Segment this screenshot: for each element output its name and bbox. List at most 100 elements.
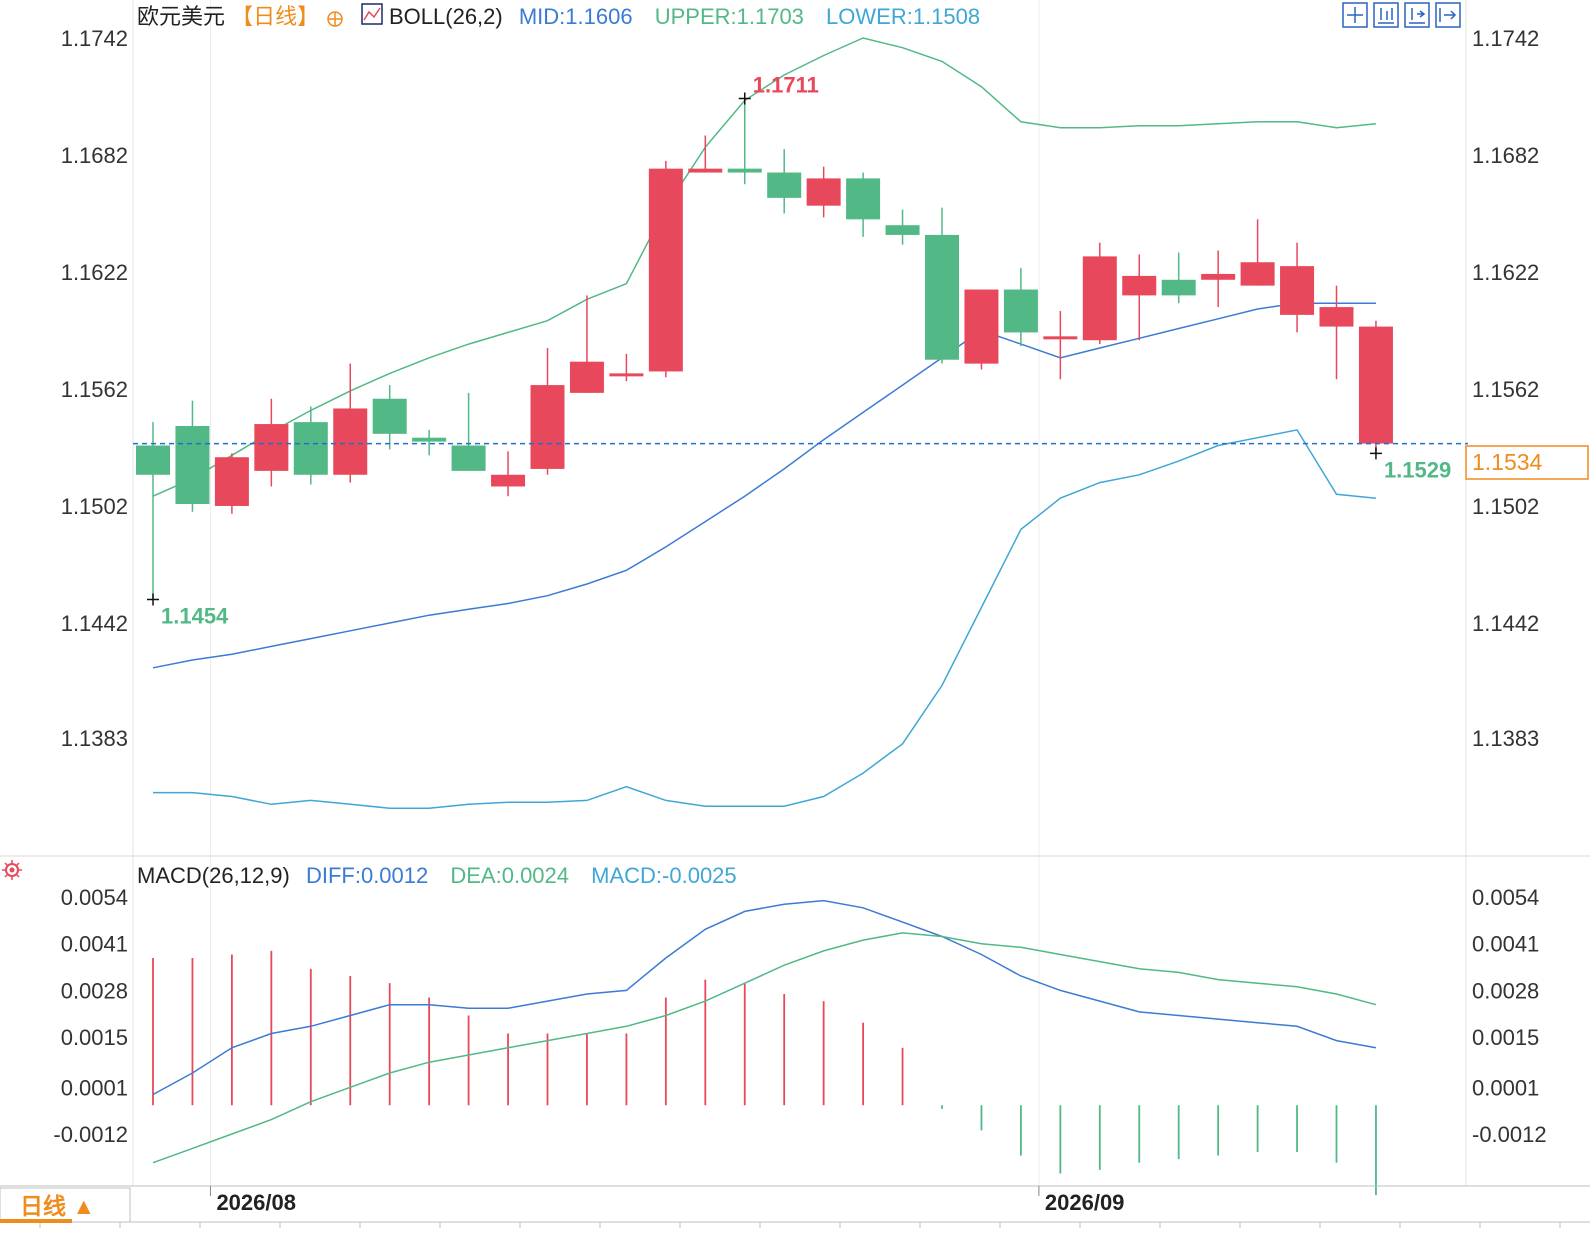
candle [372,385,407,450]
crosshair-icon[interactable] [1342,2,1368,28]
period-button-label: 日线 ▲ [20,1193,95,1219]
period-tag: 【日线】 [231,4,319,29]
chart-toolbar [1342,2,1461,28]
candle [688,135,723,173]
current-price-tag: 1.1534 [1465,445,1589,480]
price-plot[interactable] [133,37,1468,809]
candle [1082,242,1117,345]
macd-diff-line [152,899,1377,1096]
candle [1280,242,1315,333]
candle [806,166,841,218]
period-button[interactable]: 日线 ▲ [0,1187,131,1223]
boll-lower-value: LOWER:1.1508 [826,4,980,29]
candle [727,98,762,185]
price-tick-left: 1.1383 [61,726,128,751]
last-marker: 1.1529 [1369,447,1451,482]
low-marker: 1.1454 [147,593,229,629]
candle [136,422,170,600]
boll-lower-line [153,429,1377,809]
macd-histogram [152,950,1377,1196]
macd-settings-icon[interactable] [2,860,22,880]
macd-tick-right: 0.0028 [1472,978,1539,1003]
boll-mid-value: MID:1.1606 [519,4,633,29]
macd-dea-line [152,932,1377,1164]
candle [1240,219,1275,286]
grid [132,0,1467,1186]
price-tick-left: 1.1622 [61,260,128,285]
candle [1161,252,1196,304]
macd-header: MACD(26,12,9) DIFF:0.0012 DEA:0.0024 MAC… [2,860,737,888]
price-tick-right: 1.1562 [1472,377,1539,402]
x-tick-label: 2026/09 [1045,1190,1125,1215]
candle [451,392,486,471]
price-axis-right: 1.1742 1.1682 1.1622 1.1562 1.1502 1.1442 1.13… [1472,26,1539,751]
price-tick-right: 1.1383 [1472,726,1539,751]
candle [648,160,683,378]
boll-mid-line [152,302,1376,669]
candle [1003,268,1038,347]
macd-tick-left: 0.0001 [61,1075,128,1100]
candle [1358,320,1393,454]
candle [530,348,565,475]
price-axis-left: 1.1742 1.1682 1.1622 1.1562 1.1502 1.1442 1.13… [61,26,128,751]
boll-upper-line [152,37,1377,497]
candle [846,172,881,237]
macd-axis-left: 0.0054 0.0041 0.0028 0.0015 0.0001 -0.0012 [53,885,128,1147]
zoom-out-icon[interactable] [1404,2,1430,28]
macd-plot[interactable] [152,899,1377,1196]
macd-tick-left: 0.0041 [61,932,128,957]
svg-text:MACD(26,12,9) DIFF:0.001: MACD(26,12,9) DIFF:0.0012 DEA:0.0024 MAC… [137,863,737,888]
macd-tick-right: 0.0041 [1472,932,1539,957]
candlesticks [136,98,1393,600]
candle [1043,310,1078,380]
high-label: 1.1711 [753,72,819,97]
svg-text:欧元美元 【日线】: 欧元美元 【日线】 [137,4,319,29]
price-tick-right: 1.1682 [1472,143,1539,168]
macd-tick-left: 0.0015 [61,1025,128,1050]
candle [767,149,802,214]
symbol-name: 欧元美元 [137,4,225,29]
x-tick-label: 2026/08 [216,1190,296,1215]
price-tick-left: 1.1742 [61,26,128,51]
candle [1319,285,1354,380]
macd-tick-right: 0.0054 [1472,885,1539,910]
macd-tick-right: -0.0012 [1472,1122,1547,1147]
candle [333,363,368,483]
price-tick-right: 1.1442 [1472,611,1539,636]
candle [885,209,920,245]
price-tick-right: 1.1742 [1472,26,1539,51]
macd-axis-right: 0.0054 0.0041 0.0028 0.0015 0.0001 -0.0012 [1472,885,1547,1147]
indicator-chart-icon[interactable] [361,3,383,25]
price-tick-right: 1.1502 [1472,494,1539,519]
x-axis: 2026/08 2026/09 [0,1185,1590,1228]
boll-indicator-name: BOLL(26,2) [389,4,503,29]
add-indicator-icon[interactable] [327,11,343,27]
macd-macd-value: MACD:-0.0025 [591,863,737,888]
candle [491,451,526,497]
price-tick-left: 1.1502 [61,494,128,519]
price-tick-right: 1.1622 [1472,260,1539,285]
macd-tick-left: -0.0012 [53,1122,128,1147]
svg-text:BOLL(26,2) MID:1.1606: BOLL(26,2) MID:1.1606 UPPER:1.1703 LOWER… [389,4,980,29]
candle [964,289,999,370]
candle [254,398,289,487]
macd-tick-left: 0.0054 [61,885,128,910]
scroll-right-icon[interactable] [1435,2,1461,28]
candle [1122,254,1157,341]
candle [293,406,328,485]
macd-diff-value: DIFF:0.0012 [306,863,428,888]
last-label: 1.1529 [1384,457,1451,482]
price-tick-left: 1.1562 [61,377,128,402]
macd-tick-right: 0.0015 [1472,1025,1539,1050]
macd-tick-right: 0.0001 [1472,1075,1539,1100]
candle [412,429,447,456]
zoom-in-icon[interactable] [1373,2,1399,28]
candle [175,400,210,512]
candle [569,295,604,393]
candle [214,453,249,514]
candle [609,353,644,382]
high-marker: 1.1711 [738,72,819,105]
boll-upper-value: UPPER:1.1703 [655,4,804,29]
price-tick-left: 1.1442 [61,611,128,636]
